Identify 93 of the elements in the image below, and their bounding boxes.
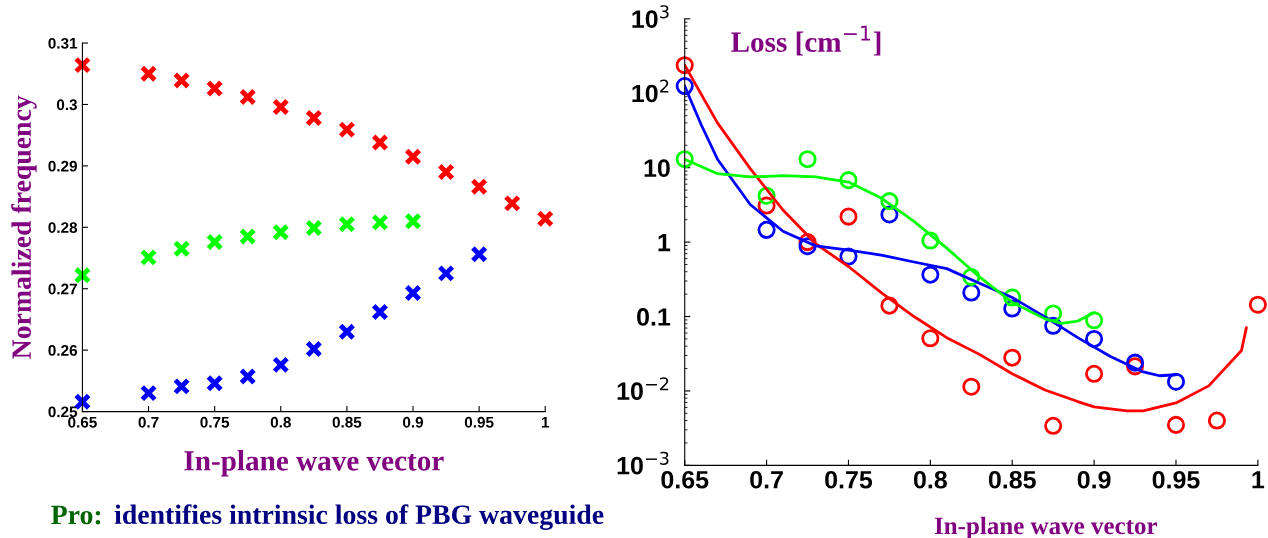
y-tick-label: 0.3 (56, 99, 78, 111)
point (172, 240, 191, 258)
y-tick-label: 0.27 (48, 283, 77, 295)
x-tick-label: 0.9 (402, 416, 424, 428)
y-tick-label: 10 (644, 159, 670, 177)
x-tick-label: 0.65 (68, 416, 97, 428)
point (839, 207, 858, 226)
point (1003, 348, 1022, 367)
point (404, 284, 422, 302)
point (371, 213, 389, 232)
x-tick-label: 0.8 (270, 416, 291, 428)
x-tick-label: 0.85 (988, 470, 1036, 489)
y-tick-label: 0.26 (48, 345, 78, 356)
point (139, 248, 158, 267)
point (1085, 329, 1104, 348)
point (1248, 295, 1267, 314)
y-tick-label: 0.28 (48, 222, 78, 233)
point (239, 367, 257, 386)
point (1207, 411, 1226, 430)
y-axis-title: Loss [cm$^{−1}$] (731, 25, 881, 56)
point (305, 340, 323, 358)
point (880, 296, 899, 315)
point (404, 147, 422, 166)
point (371, 303, 389, 321)
y-tick-label: 10$^{2}$ (632, 79, 669, 103)
y-tick-label: 10$^{3}$ (632, 5, 669, 28)
point (675, 56, 694, 75)
point (239, 88, 257, 106)
point (798, 150, 817, 169)
point (1044, 416, 1063, 435)
point (172, 71, 191, 90)
x-axis-title: In-plane wave vector (184, 450, 444, 477)
x-tick-label: 0.85 (332, 416, 362, 428)
point (205, 233, 224, 251)
x-tick-label: 0.7 (138, 416, 159, 428)
point (839, 171, 858, 190)
point (470, 245, 488, 264)
point (371, 133, 389, 152)
point (880, 192, 899, 211)
point (1126, 353, 1145, 372)
x-tick-label: 0.8 (913, 470, 947, 489)
point (338, 323, 356, 341)
point (272, 356, 290, 374)
point (305, 109, 323, 127)
point (470, 178, 488, 196)
x-tick-label: 0.7 (750, 470, 783, 489)
point (921, 265, 940, 284)
point (139, 384, 158, 402)
point (921, 329, 940, 348)
point (675, 150, 694, 169)
point (272, 223, 290, 241)
point (338, 120, 356, 139)
x-tick-label: 0.75 (200, 416, 230, 428)
y-axis-title: Normalized frequency (11, 95, 37, 359)
point (205, 79, 224, 98)
point (1044, 304, 1063, 323)
point (404, 212, 422, 230)
point (675, 77, 694, 96)
point (73, 56, 92, 74)
point (172, 377, 191, 396)
point (1085, 311, 1104, 330)
point (921, 231, 940, 250)
point (139, 65, 158, 83)
text: Pro: (51, 505, 101, 525)
point (73, 266, 92, 284)
y-tick-label: 0.25 (48, 406, 78, 418)
point (205, 374, 224, 392)
y-tick-label: 10$^{−2}$ (617, 377, 669, 401)
point (1003, 288, 1022, 307)
text: identifies intrinsic loss of PBG waveguide (114, 504, 604, 530)
y-tick-label: 0.1 (637, 308, 671, 326)
x-tick-label: 1 (541, 416, 550, 428)
point (239, 227, 257, 246)
x-tick-label: 0.75 (825, 470, 873, 489)
point (437, 264, 455, 283)
point (536, 210, 554, 228)
x-tick-label: 0.95 (464, 416, 494, 428)
point (437, 163, 455, 181)
point (338, 215, 356, 233)
point (305, 219, 323, 237)
y-tick-label: 0.31 (48, 37, 78, 49)
point (1166, 372, 1186, 391)
x-tick-label: 0.9 (1077, 470, 1111, 489)
point (503, 194, 521, 213)
point (962, 377, 981, 396)
point (272, 98, 290, 116)
y-tick-label: 1 (658, 233, 671, 252)
point (757, 220, 776, 239)
point (1166, 415, 1186, 434)
point (1085, 364, 1104, 383)
x-tick-label: 0.95 (1152, 470, 1200, 489)
y-tick-label: 0.29 (48, 160, 77, 172)
x-tick-label: 1 (1252, 471, 1265, 489)
